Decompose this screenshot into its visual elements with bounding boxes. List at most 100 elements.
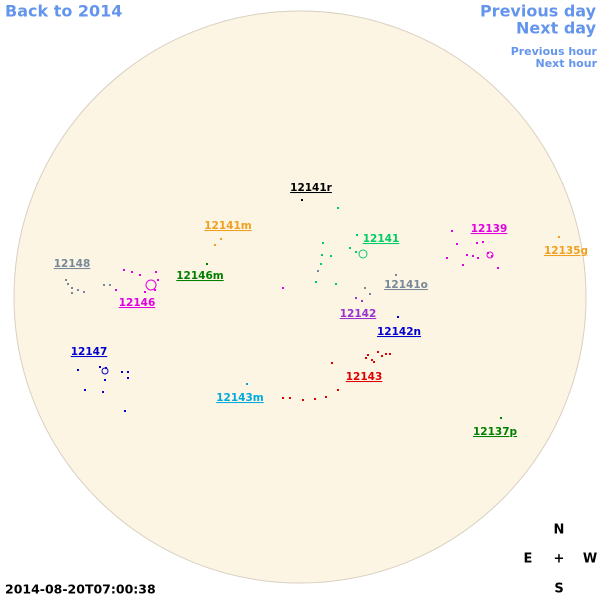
back-link[interactable]: Back to 2014 bbox=[5, 2, 122, 21]
compass-center: + bbox=[554, 552, 565, 567]
sunspot bbox=[282, 287, 284, 289]
sunspot-umbra bbox=[486, 251, 494, 259]
sunspot bbox=[77, 369, 79, 371]
region-label[interactable]: 12141m bbox=[204, 220, 252, 232]
sunspot bbox=[364, 287, 366, 289]
sunspot bbox=[446, 257, 448, 259]
region-label[interactable]: 12141 bbox=[363, 233, 400, 245]
solar-disc bbox=[13, 10, 587, 584]
sunspot bbox=[83, 291, 85, 293]
sunspot bbox=[317, 270, 319, 272]
sunspot bbox=[361, 300, 363, 302]
sunspot bbox=[497, 267, 499, 269]
sunspot bbox=[491, 255, 493, 257]
sunspot bbox=[71, 287, 73, 289]
sunspot bbox=[385, 353, 387, 355]
region-label[interactable]: 12147 bbox=[71, 346, 108, 358]
sunspot bbox=[206, 263, 208, 265]
compass-south: S bbox=[554, 582, 563, 597]
sunspot bbox=[157, 279, 159, 281]
sunspot bbox=[472, 255, 474, 257]
next-day-link[interactable]: Next day bbox=[516, 19, 597, 38]
sunspot bbox=[104, 379, 106, 381]
region-label[interactable]: 12139 bbox=[471, 223, 508, 235]
sunspot bbox=[367, 354, 369, 356]
sunspot bbox=[500, 417, 502, 419]
compass-north: N bbox=[554, 523, 565, 538]
sunspot bbox=[337, 389, 339, 391]
sunspot bbox=[456, 243, 458, 245]
sunspot bbox=[71, 292, 73, 294]
sunspot bbox=[365, 357, 367, 359]
sunspot bbox=[397, 316, 399, 318]
sunspot bbox=[466, 254, 468, 256]
sunspot bbox=[65, 279, 67, 281]
sunspot bbox=[330, 255, 332, 257]
sunspot bbox=[77, 289, 79, 291]
sunspot bbox=[321, 254, 323, 256]
sunspot bbox=[477, 257, 479, 259]
sunspot bbox=[371, 359, 373, 361]
region-label[interactable]: 12143m bbox=[216, 392, 264, 404]
sunspot bbox=[103, 284, 105, 286]
region-label[interactable]: 12146 bbox=[119, 297, 156, 309]
sunspots bbox=[65, 199, 560, 419]
sunspot bbox=[462, 264, 464, 266]
sunspot bbox=[395, 274, 397, 276]
sunspot bbox=[377, 351, 379, 353]
sunspot bbox=[314, 398, 316, 400]
sunspot-umbra bbox=[358, 249, 368, 259]
compass-east: E bbox=[524, 552, 533, 567]
sunspot bbox=[289, 397, 291, 399]
sunspot bbox=[127, 371, 129, 373]
sunspot bbox=[356, 234, 358, 236]
region-label[interactable]: 12141r bbox=[290, 182, 333, 194]
sunspot bbox=[369, 293, 371, 295]
sunspot bbox=[99, 366, 101, 368]
region-labels: 12141r 12141m 12141 12139 12135g 12148 12146m 1… bbox=[54, 182, 588, 438]
sunspot bbox=[301, 199, 303, 201]
sunspot bbox=[558, 236, 560, 238]
previous-hour-link[interactable]: Previous hour bbox=[511, 45, 598, 58]
sunspot bbox=[373, 361, 375, 363]
sunspot bbox=[381, 355, 383, 357]
sunspot bbox=[124, 410, 126, 412]
sunspot bbox=[322, 242, 324, 244]
sunspot bbox=[121, 371, 123, 373]
sunspot bbox=[220, 238, 222, 240]
next-hour-link[interactable]: Next hour bbox=[536, 57, 598, 70]
sunspot-umbra bbox=[145, 279, 157, 291]
region-label[interactable]: 12146m bbox=[176, 270, 224, 282]
sunspot bbox=[115, 289, 117, 291]
sunspot bbox=[214, 244, 216, 246]
sunspot bbox=[325, 396, 327, 398]
sunspot bbox=[476, 242, 478, 244]
region-label[interactable]: 12137p bbox=[473, 426, 518, 438]
sunspot bbox=[355, 251, 357, 253]
previous-day-link[interactable]: Previous day bbox=[480, 2, 597, 21]
sunspot bbox=[109, 284, 111, 286]
sunspot bbox=[282, 397, 284, 399]
sunspot bbox=[337, 207, 339, 209]
sunspot bbox=[355, 297, 357, 299]
region-label[interactable]: 12141o bbox=[384, 279, 428, 291]
region-label[interactable]: 12142 bbox=[340, 308, 377, 320]
sunspot bbox=[315, 281, 317, 283]
sunspot-umbra bbox=[101, 367, 109, 375]
sunspot bbox=[144, 291, 146, 293]
region-label[interactable]: 12148 bbox=[54, 258, 91, 270]
sunspot bbox=[335, 283, 337, 285]
sunspot bbox=[246, 383, 248, 385]
compass-west: W bbox=[583, 552, 597, 567]
sunspot bbox=[67, 283, 69, 285]
sunspot bbox=[389, 353, 391, 355]
sunspot bbox=[139, 274, 141, 276]
region-label[interactable]: 12142n bbox=[377, 326, 421, 338]
region-label[interactable]: 12143 bbox=[346, 371, 383, 383]
sunspot bbox=[131, 271, 133, 273]
sunspot bbox=[349, 247, 351, 249]
region-label[interactable]: 12135g bbox=[544, 245, 588, 257]
sunspot bbox=[154, 289, 156, 291]
